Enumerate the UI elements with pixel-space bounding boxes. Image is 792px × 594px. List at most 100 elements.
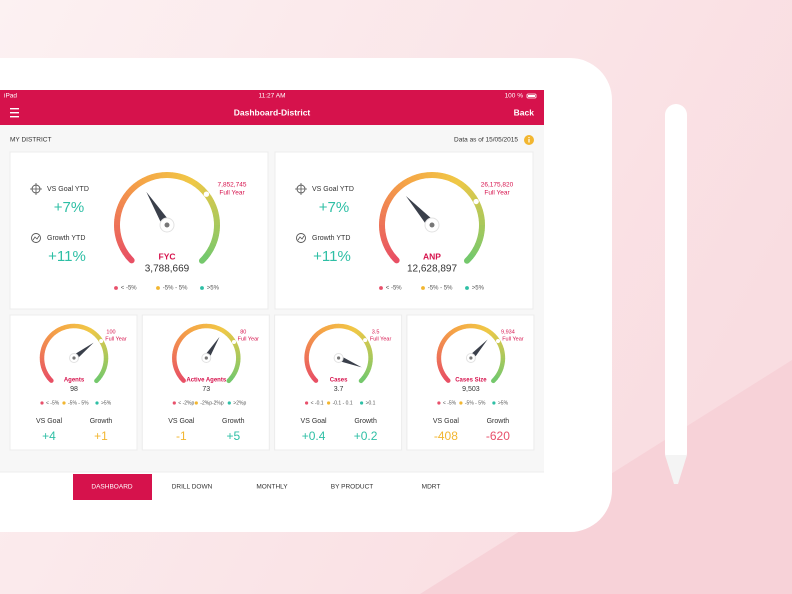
gauge-arc [454,326,460,332]
gauge-arc [101,344,107,350]
gauge-arc [100,369,106,375]
tab[interactable]: DRILL DOWN [172,484,213,491]
gauge-arc [114,214,122,221]
gauge-arc [156,172,163,179]
active-tab[interactable] [73,474,152,500]
gauge-arc [365,366,372,372]
gauge-arc [436,172,443,180]
gauge-arc [449,329,455,336]
gauge-arc [52,329,58,336]
gauge-arc [498,366,504,372]
gauge-arc [120,195,129,203]
growth-value: +5 [226,429,240,443]
gauge-hub-dot [164,222,170,228]
legend-dot [114,286,118,290]
target-label: Full Year [219,190,245,197]
legend-label: -2%p-2%p [200,400,224,406]
gauge-arc [172,350,178,356]
growth-value: +0.2 [354,429,378,443]
gauge-arc [179,333,186,340]
legend-dot [194,401,198,405]
legend-label: >0.1 [366,400,376,406]
legend-dot [227,401,231,405]
gauge-arc [499,363,505,369]
gauge-arc [234,348,240,353]
gauge-arc [176,338,182,344]
gauge-arc [214,325,220,331]
gauge-arc [305,366,312,372]
target-value: 26,175,820 [481,182,514,189]
metric-value: 3.7 [334,386,344,393]
gauge-arc [137,177,146,186]
gauge-arc [46,375,54,383]
gauge-arc [76,323,82,329]
gauge-arc [184,176,193,184]
gauge-arc [85,326,91,332]
status-device: iPad [4,93,17,100]
card [274,314,403,451]
gauge-arc [379,233,388,241]
gauge-arc [381,204,389,212]
gauge-arc [402,177,411,186]
gauge-arc [364,341,371,347]
gauge-arc [390,253,400,264]
gauge-arc [41,366,47,372]
gauge-arc [142,175,150,184]
legend-label: >5% [498,400,509,406]
vs-goal-value: -1 [176,429,187,443]
gauge-arc [171,172,178,180]
gauge-arc [220,327,226,334]
card [9,151,269,310]
nav-back[interactable]: Back [514,107,535,117]
tab[interactable]: BY PRODUCT [331,484,374,491]
gauge-arc [344,324,349,330]
tab[interactable]: DASHBOARD [91,484,132,491]
gauge-arc [103,360,109,366]
legend-label: >5% [472,286,485,292]
battery-icon [526,93,537,99]
gauge-arc [119,246,128,255]
gauge-arc [352,327,358,334]
gauge-arc [322,326,328,332]
gauge-arc [407,175,415,184]
gauge-arc [40,347,46,353]
gauge-arc [438,366,444,372]
gauge-arc [211,209,220,217]
tab[interactable]: MDRT [422,484,441,491]
gauge-arc [57,326,63,332]
gauge-arc [463,253,474,264]
gauge-arc [310,335,316,342]
gauge-arc [383,199,391,208]
gauge-arc [177,335,184,342]
metric-label: Cases [330,378,348,384]
info-glyph [528,139,530,143]
gauge-arc [465,187,474,196]
gauge-arc [379,229,386,236]
gauge-arc [227,333,234,340]
growth-value: -620 [486,429,510,443]
gauge-arc [458,180,467,190]
status-battery: 100 % [505,93,524,100]
gauge-arc [133,180,142,189]
tab[interactable]: MONTHLY [256,484,288,491]
gauge-arc [445,174,453,182]
gauge-arc [217,326,223,332]
gauge-arc [446,331,453,337]
vs-goal-value: -408 [434,429,458,443]
gauge-arc [92,331,99,338]
gauge-arc [54,327,61,334]
gauge-arc [79,324,85,330]
gauge-arc [190,326,196,332]
gauge-arc [311,375,319,383]
legend-dot [95,401,99,405]
section-title: MY DISTRICT [10,137,51,144]
gauge-arc [306,369,313,375]
gauge-arc [82,325,88,331]
gauge-arc [233,344,240,350]
gauge-arc [176,173,183,181]
menu-icon[interactable] [10,108,19,118]
top-bar [0,90,544,125]
gauge-arc [438,344,444,350]
gauge-arc [473,323,478,329]
